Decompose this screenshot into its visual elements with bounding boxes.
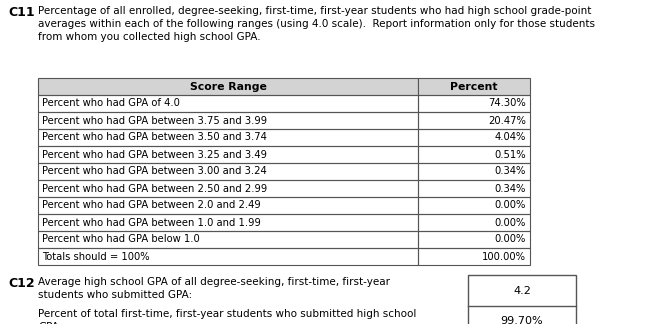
Text: C12: C12 <box>8 277 34 290</box>
Bar <box>38 78 418 95</box>
Text: Average high school GPA of all degree-seeking, first-time, first-year
students w: Average high school GPA of all degree-se… <box>38 277 390 300</box>
Bar <box>38 248 418 265</box>
Bar <box>418 214 530 231</box>
Bar <box>418 231 530 248</box>
Bar <box>418 248 530 265</box>
Text: 0.00%: 0.00% <box>495 201 526 211</box>
Bar <box>38 95 418 112</box>
Text: Percent who had GPA between 3.75 and 3.99: Percent who had GPA between 3.75 and 3.9… <box>42 115 267 125</box>
Text: Percent who had GPA of 4.0: Percent who had GPA of 4.0 <box>42 98 180 109</box>
Text: 0.00%: 0.00% <box>495 235 526 245</box>
Bar <box>38 231 418 248</box>
Bar <box>418 112 530 129</box>
Bar <box>38 129 418 146</box>
Text: Percent who had GPA between 3.25 and 3.49: Percent who had GPA between 3.25 and 3.4… <box>42 149 267 159</box>
Text: Percent of total first-time, first-year students who submitted high school
GPA:: Percent of total first-time, first-year … <box>38 309 416 324</box>
Bar <box>38 146 418 163</box>
Bar <box>38 180 418 197</box>
Bar <box>468 275 576 324</box>
Text: 4.2: 4.2 <box>513 285 531 295</box>
Text: Percent who had GPA below 1.0: Percent who had GPA below 1.0 <box>42 235 200 245</box>
Bar <box>38 112 418 129</box>
Text: 0.00%: 0.00% <box>495 217 526 227</box>
Text: 20.47%: 20.47% <box>488 115 526 125</box>
Bar <box>38 163 418 180</box>
Bar <box>418 78 530 95</box>
Text: Percent who had GPA between 1.0 and 1.99: Percent who had GPA between 1.0 and 1.99 <box>42 217 261 227</box>
Bar <box>418 146 530 163</box>
Text: Score Range: Score Range <box>189 82 266 91</box>
Text: Percentage of all enrolled, degree-seeking, first-time, first-year students who : Percentage of all enrolled, degree-seeki… <box>38 6 595 42</box>
Bar <box>418 95 530 112</box>
Text: Percent who had GPA between 2.0 and 2.49: Percent who had GPA between 2.0 and 2.49 <box>42 201 261 211</box>
Text: 100.00%: 100.00% <box>482 251 526 261</box>
Text: Percent who had GPA between 3.00 and 3.24: Percent who had GPA between 3.00 and 3.2… <box>42 167 267 177</box>
Text: 4.04%: 4.04% <box>495 133 526 143</box>
Text: 0.34%: 0.34% <box>495 183 526 193</box>
Bar <box>418 129 530 146</box>
Bar <box>418 197 530 214</box>
Bar <box>418 180 530 197</box>
Text: 74.30%: 74.30% <box>489 98 526 109</box>
Bar <box>38 197 418 214</box>
Text: 0.51%: 0.51% <box>495 149 526 159</box>
Text: 0.34%: 0.34% <box>495 167 526 177</box>
Text: Percent who had GPA between 3.50 and 3.74: Percent who had GPA between 3.50 and 3.7… <box>42 133 267 143</box>
Text: 99.70%: 99.70% <box>500 317 544 324</box>
Bar <box>418 163 530 180</box>
Text: C11: C11 <box>8 6 34 19</box>
Bar <box>38 214 418 231</box>
Text: Percent who had GPA between 2.50 and 2.99: Percent who had GPA between 2.50 and 2.9… <box>42 183 267 193</box>
Text: Percent: Percent <box>450 82 498 91</box>
Text: Totals should = 100%: Totals should = 100% <box>42 251 150 261</box>
